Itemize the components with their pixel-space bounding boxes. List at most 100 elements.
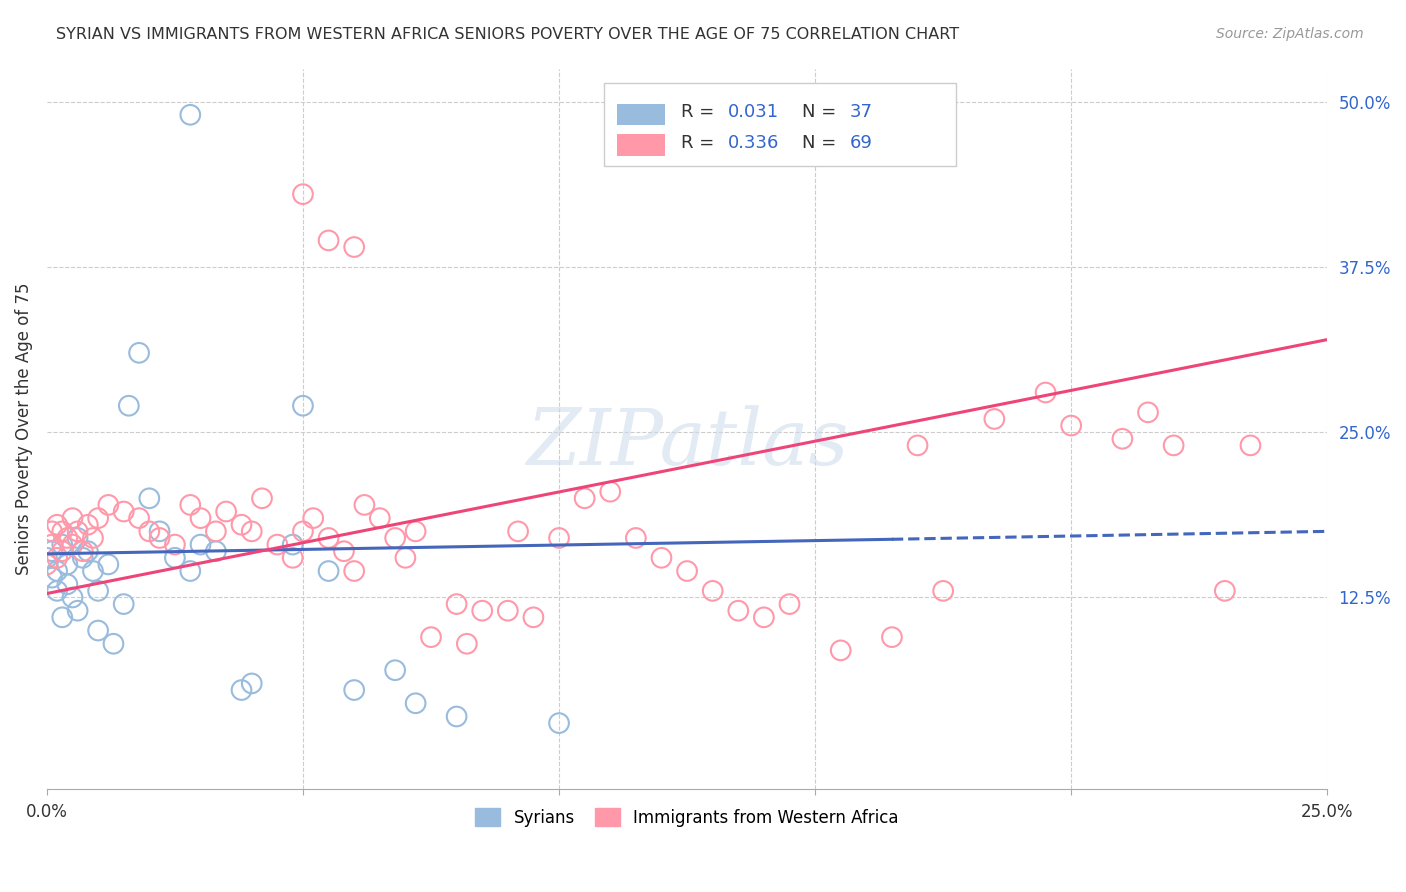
Point [291,187,314,202]
Point [291,399,314,413]
Point [103,637,125,651]
Point [446,709,468,723]
Point [51,610,73,624]
Point [281,538,304,552]
Point [56,577,79,591]
Point [72,550,94,565]
Point [548,531,571,545]
Point [522,610,544,624]
Point [66,604,89,618]
Point [128,346,150,360]
Point [82,564,104,578]
Point [830,643,852,657]
Point [35,558,58,572]
Point [138,524,160,539]
Text: ZIPatlas: ZIPatlas [526,405,848,482]
Legend: Syrians, Immigrants from Western Africa: Syrians, Immigrants from Western Africa [467,800,907,835]
Point [1137,405,1160,419]
Text: N =: N = [803,103,842,121]
Point [87,511,110,525]
Point [163,550,186,565]
Point [702,583,724,598]
Point [97,498,120,512]
Point [727,604,749,618]
Point [46,583,69,598]
Point [752,610,775,624]
Point [343,240,366,254]
Point [983,412,1005,426]
Point [456,637,478,651]
Point [318,234,340,248]
Point [82,531,104,545]
Point [118,399,141,413]
Point [405,524,427,539]
Point [281,550,304,565]
FancyBboxPatch shape [603,83,956,166]
Point [420,630,443,644]
Point [779,597,801,611]
Point [46,564,69,578]
Point [41,538,63,552]
Point [291,524,314,539]
Point [343,564,366,578]
Point [179,108,201,122]
Point [72,544,94,558]
Point [66,524,89,539]
Text: R =: R = [681,103,720,121]
Point [506,524,529,539]
Text: 0.336: 0.336 [728,134,779,152]
Point [190,511,212,525]
Point [76,544,98,558]
Point [62,511,84,525]
Text: 0.031: 0.031 [728,103,779,121]
Point [41,524,63,539]
Point [179,498,201,512]
Point [56,531,79,545]
Bar [617,135,665,156]
Point [471,604,494,618]
Text: 37: 37 [849,103,873,121]
Point [599,484,621,499]
Point [112,597,135,611]
Point [907,438,929,452]
Point [318,531,340,545]
Point [384,663,406,677]
Point [250,491,273,506]
Point [41,544,63,558]
Text: Source: ZipAtlas.com: Source: ZipAtlas.com [1216,27,1364,41]
Text: SYRIAN VS IMMIGRANTS FROM WESTERN AFRICA SENIORS POVERTY OVER THE AGE OF 75 CORR: SYRIAN VS IMMIGRANTS FROM WESTERN AFRICA… [56,27,959,42]
Point [333,544,356,558]
Point [932,583,955,598]
Text: R =: R = [681,134,720,152]
Point [148,531,170,545]
Point [384,531,406,545]
Point [368,511,391,525]
Point [1035,385,1057,400]
Point [574,491,596,506]
Point [266,538,288,552]
Point [148,524,170,539]
Text: N =: N = [803,134,842,152]
Point [302,511,325,525]
Point [112,504,135,518]
Point [446,597,468,611]
Point [56,558,79,572]
Point [51,524,73,539]
Point [62,538,84,552]
Point [205,524,228,539]
Point [548,716,571,731]
Point [1111,432,1133,446]
Point [624,531,647,545]
Point [1213,583,1236,598]
Point [318,564,340,578]
Point [138,491,160,506]
Point [1239,438,1261,452]
Point [87,624,110,638]
Point [46,550,69,565]
Point [128,511,150,525]
Point [35,550,58,565]
Point [231,683,253,698]
Y-axis label: Seniors Poverty Over the Age of 75: Seniors Poverty Over the Age of 75 [15,283,32,575]
Point [231,517,253,532]
Point [240,676,263,690]
